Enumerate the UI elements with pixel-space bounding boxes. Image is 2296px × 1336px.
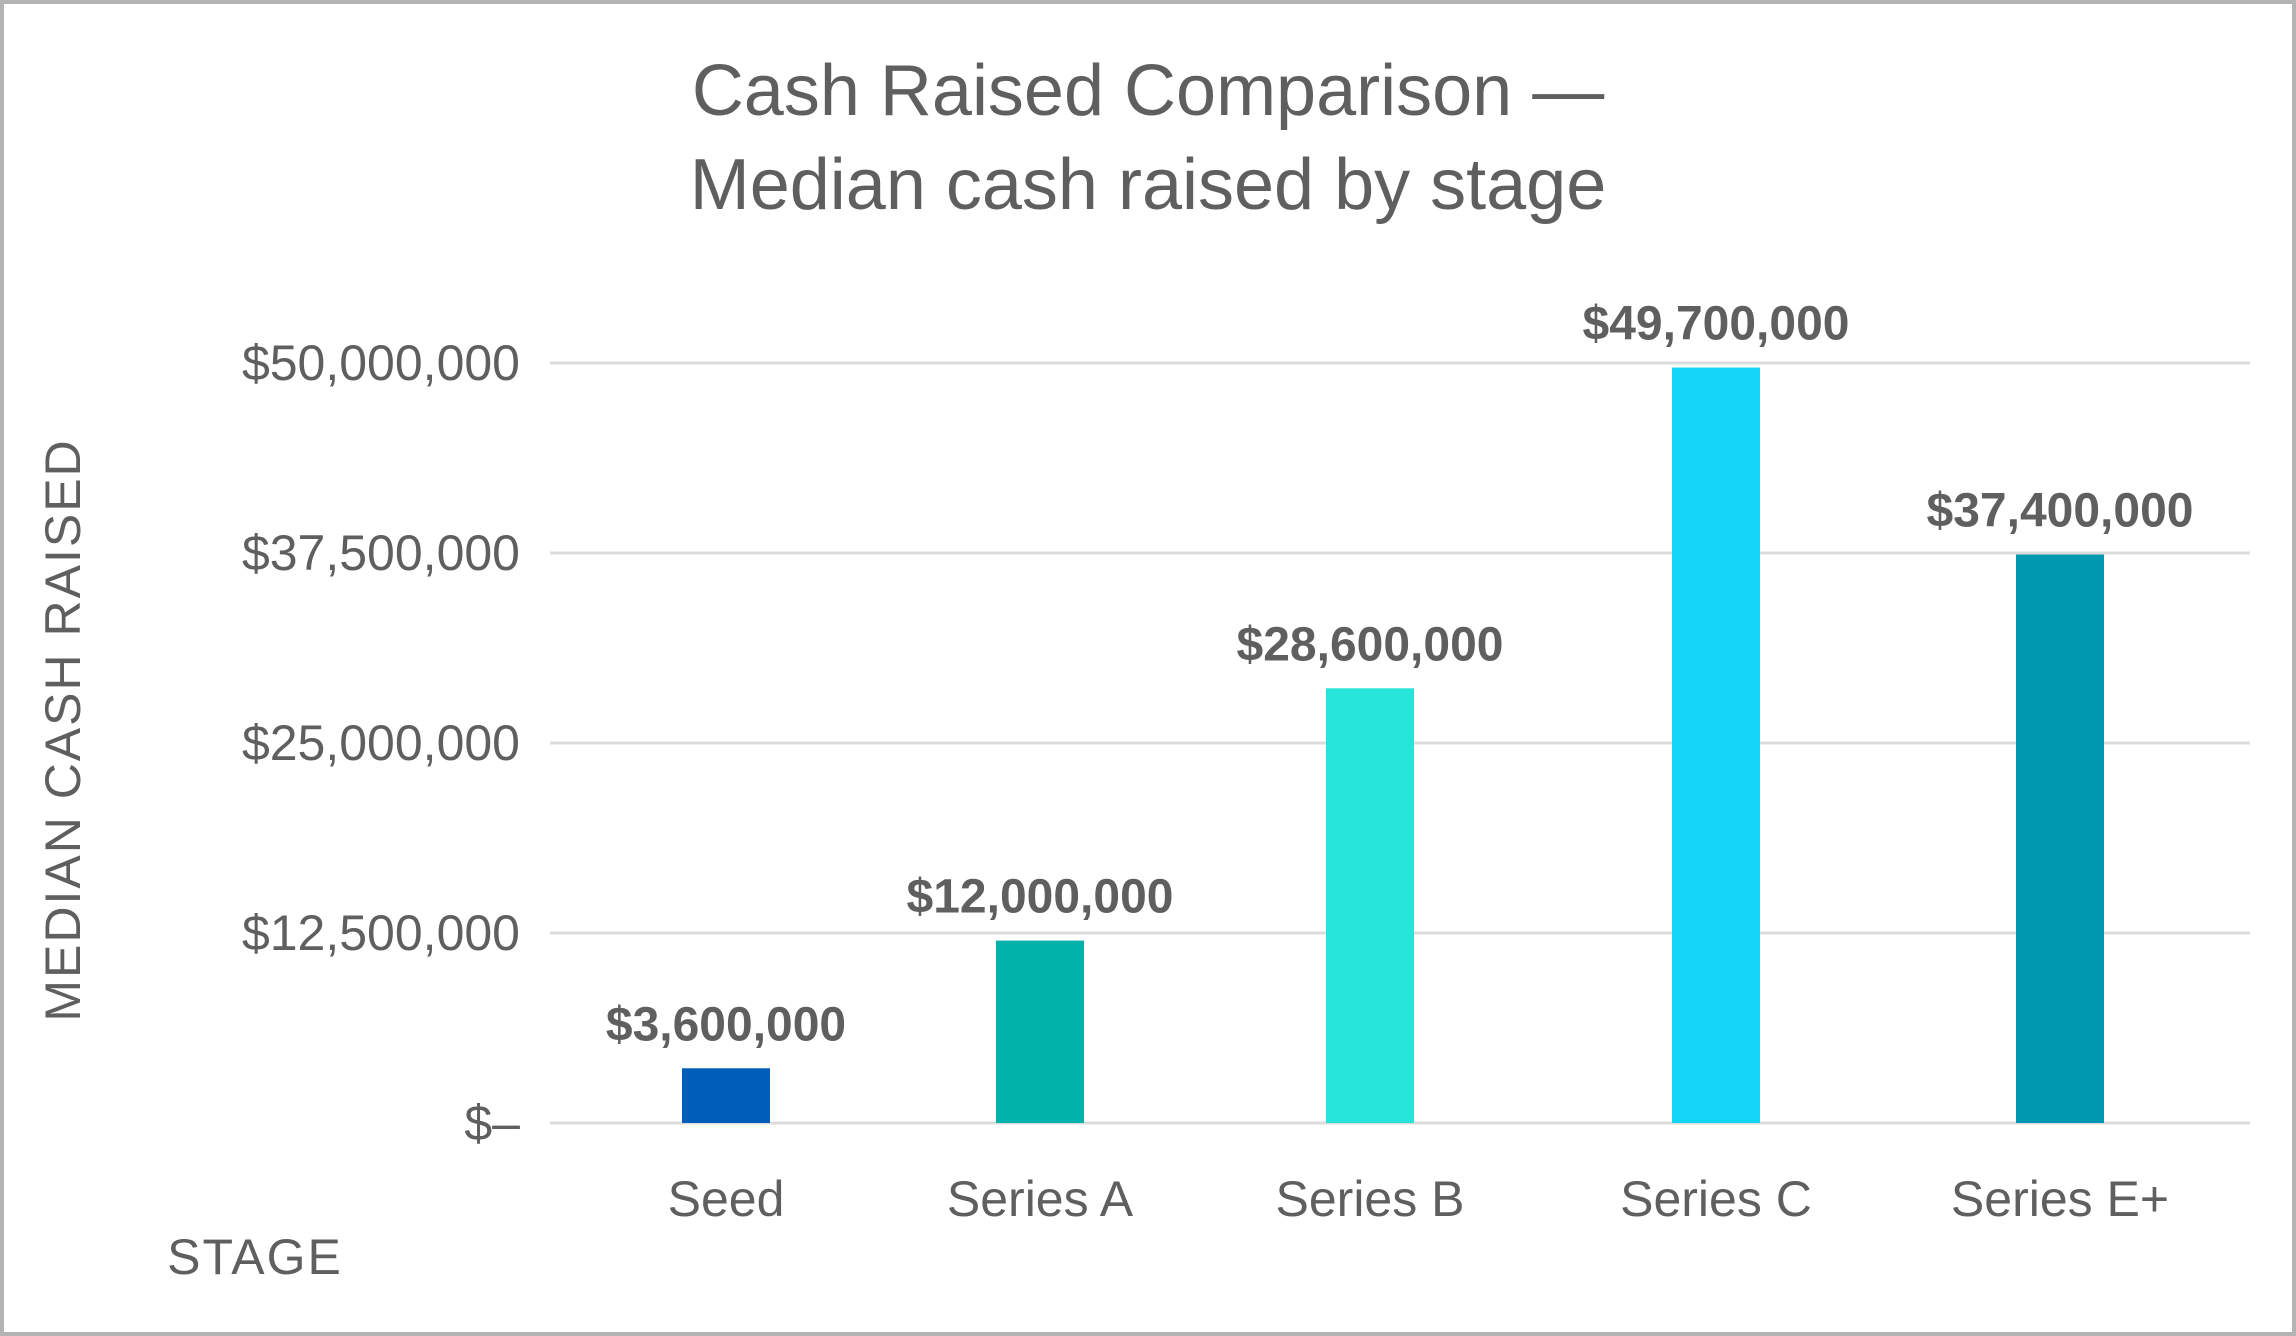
data-label: $49,700,000 <box>1583 298 1850 351</box>
y-tick-label: $37,500,000 <box>242 525 520 581</box>
data-label: $3,600,000 <box>606 998 846 1051</box>
y-tick-label: $50,000,000 <box>242 335 520 391</box>
y-axis-title: MEDIAN CASH RAISED <box>35 438 91 1021</box>
x-category-label: Series B <box>1276 1171 1465 1227</box>
x-category-label: Series A <box>947 1171 1134 1227</box>
y-tick-label: $25,000,000 <box>242 715 520 771</box>
bar <box>1672 367 1760 1123</box>
data-label: $12,000,000 <box>907 871 1174 924</box>
bar <box>1326 688 1414 1123</box>
data-label: $37,400,000 <box>1927 485 2194 538</box>
y-tick-label: $– <box>464 1095 520 1151</box>
data-labels: $3,600,000 $12,000,000 $28,600,000 $49,700,… <box>606 298 2194 1052</box>
y-tick-label: $12,500,000 <box>242 905 520 961</box>
bar <box>2016 554 2104 1123</box>
x-category-label: Series E+ <box>1951 1171 2169 1227</box>
x-axis-categories: Seed Series A Series B Series C Series E+ <box>668 1171 2169 1227</box>
x-axis-title: STAGE <box>167 1229 343 1285</box>
x-category-label: Seed <box>668 1171 785 1227</box>
chart-subtitle: Median cash raised by stage <box>689 145 1607 225</box>
x-category-label: Series C <box>1620 1171 1812 1227</box>
data-label: $28,600,000 <box>1237 618 1504 671</box>
bar <box>682 1068 770 1123</box>
chart-title: Cash Raised Comparison — <box>691 51 1605 131</box>
bars <box>682 367 2104 1123</box>
bar <box>996 940 1084 1123</box>
y-axis-ticks: $– $12,500,000 $25,000,000 $37,500,000 $50,0… <box>242 335 520 1151</box>
